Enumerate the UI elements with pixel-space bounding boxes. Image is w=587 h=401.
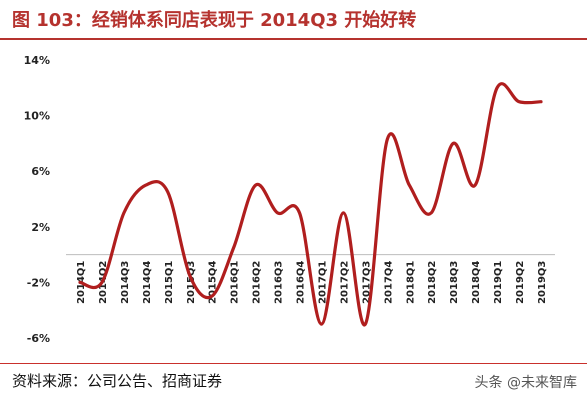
source-divider [0,363,587,364]
y-tick-label: -2% [27,276,50,289]
x-tick-label: 2014Q3 [120,261,131,304]
watermark: 头条 @未来智库 [474,375,577,391]
x-tick-label: 2015Q4 [208,261,219,304]
x-tick-label: 2017Q3 [361,261,372,304]
x-tick-label: 2017Q1 [317,261,328,304]
x-tick-label: 2018Q4 [471,261,482,304]
x-tick-label: 2014Q4 [142,261,153,304]
y-tick-label: 14% [24,54,50,67]
title-divider [0,38,587,40]
x-tick-label: 2015Q1 [164,261,175,304]
y-axis-ticks: -6% -2% 2% 6% 10% 14% [24,54,50,345]
chart-title: 图 103：经销体系同店表现于 2014Q3 开始好转 [12,10,417,31]
x-tick-label: 2018Q2 [427,261,438,304]
y-tick-label: 6% [31,165,50,178]
line-chart: -6%-2%2%6%10%14% 2014Q1 2014Q2 2014Q3 2014Q… [24,54,555,345]
y-tick-label: 10% [24,110,50,123]
x-tick-label: 2017Q4 [383,261,394,304]
x-tick-label: 2017Q2 [339,261,350,304]
x-tick-label: 2018Q3 [449,261,460,304]
x-tick-label: 2016Q3 [274,261,285,304]
y-tick-label: -6% [27,332,50,345]
x-tick-label: 2019Q3 [537,261,548,304]
x-tick-label: 2019Q2 [515,261,526,304]
x-tick-label: 2016Q2 [252,261,263,304]
x-tick-label: 2016Q4 [296,261,307,304]
series-line [78,82,543,327]
source-note: 资料来源：公司公告、招商证券 [12,372,223,390]
x-tick-label: 2019Q1 [493,261,504,304]
x-tick-label: 2016Q1 [230,261,241,304]
x-tick-label: 2018Q1 [405,261,416,304]
y-tick-label: 2% [31,221,50,234]
